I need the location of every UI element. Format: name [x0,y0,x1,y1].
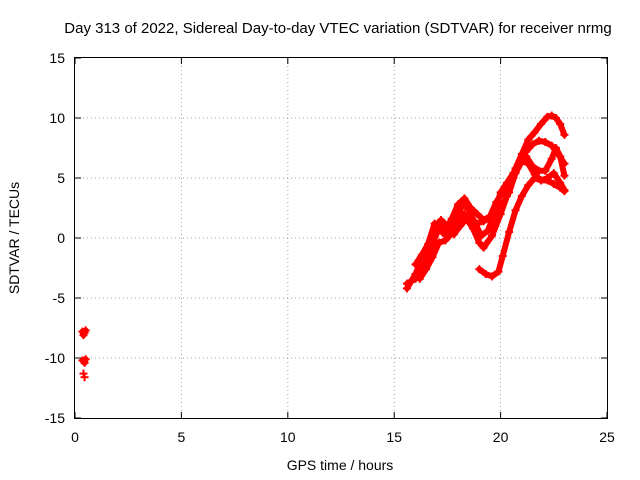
data-point [524,181,533,190]
data-point [460,210,469,218]
data-point [505,188,514,197]
data-point [488,272,497,281]
data-point [428,253,437,262]
data-point [505,228,514,236]
data-point [556,120,565,128]
chart-title: Day 313 of 2022, Sidereal Day-to-day VTE… [64,20,611,37]
data-point [479,243,488,252]
data-point [537,120,546,128]
data-point [441,236,450,245]
data-series [411,144,569,269]
data-point [547,154,556,163]
x-tick-label: 25 [599,429,615,445]
data-point [458,200,467,209]
data-point [460,194,469,203]
data-point [517,192,526,200]
data-point [517,157,526,166]
data-point [511,206,520,215]
data-point [488,231,497,240]
x-tick-label: 20 [493,429,509,445]
data-point [464,205,473,214]
data-point [447,229,456,238]
y-tick-label: 5 [57,170,65,186]
data-point [549,169,558,178]
data-point [81,326,90,335]
data-point [479,217,488,226]
x-tick-label: 15 [386,429,402,445]
data-point [434,238,443,247]
data-point [551,114,560,122]
data-point [528,140,537,149]
y-axis-label: SDTVAR / TECUs [6,182,22,294]
y-tick-label: 10 [49,110,65,126]
data-point [475,265,484,274]
data-point [551,144,560,152]
plot-frame [74,57,608,419]
data-point [402,279,411,288]
data-point [473,210,482,218]
data-point [549,180,558,188]
data-series [79,369,89,382]
data-point [466,214,475,223]
data-point [560,187,569,196]
y-tick-label: 0 [57,230,65,246]
y-tick-label: -5 [53,290,66,306]
data-point [439,229,448,238]
data-point [415,274,424,283]
y-tick-label: -10 [45,350,65,366]
data-point [496,188,505,197]
data-point [498,200,507,209]
data-point [492,208,501,217]
data-point [422,265,431,274]
data-point [547,111,556,120]
grid [75,58,607,418]
y-tick-label: 15 [49,50,65,66]
data-layer [78,111,569,382]
data-point [473,219,482,228]
data-point [543,176,552,185]
data-point [524,159,533,168]
data-point [530,174,539,182]
data-point [443,222,452,230]
data-point [80,373,89,382]
data-series [78,355,90,367]
data-point [481,270,490,278]
data-point [430,223,439,232]
data-point [494,267,503,276]
data-point [556,152,565,161]
data-point [81,355,90,364]
data-point [541,166,550,175]
x-tick-label: 5 [178,429,186,445]
data-point [424,240,433,248]
data-point [511,169,520,178]
y-tick-label: -15 [45,410,65,426]
data-point [485,213,494,222]
data-point [530,128,539,137]
data-point [475,238,484,247]
data-point [541,138,550,146]
x-tick-label: 0 [71,429,79,445]
data-point [468,224,477,233]
data-point [534,136,543,145]
data-point [454,218,463,227]
data-series [78,326,90,340]
data-point [522,152,531,161]
data-point [556,183,565,192]
data-point [524,135,533,144]
data-point [411,260,420,269]
data-point [543,112,552,121]
data-point [498,252,507,260]
x-tick-label: 10 [280,429,296,445]
data-point [560,130,569,139]
data-point [437,216,446,224]
x-axis-label: GPS time / hours [287,457,394,473]
data-point [483,226,492,235]
data-point [560,171,569,180]
tick-labels: 0 5 10 15 20 25 -15 -10 -5 0 5 10 15 [45,50,615,445]
data-series [475,174,569,281]
data-point [417,250,426,259]
